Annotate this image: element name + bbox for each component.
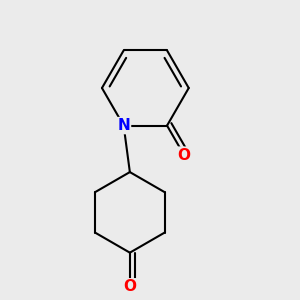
Text: O: O <box>178 148 190 163</box>
Text: N: N <box>117 118 130 133</box>
Text: O: O <box>123 279 136 294</box>
